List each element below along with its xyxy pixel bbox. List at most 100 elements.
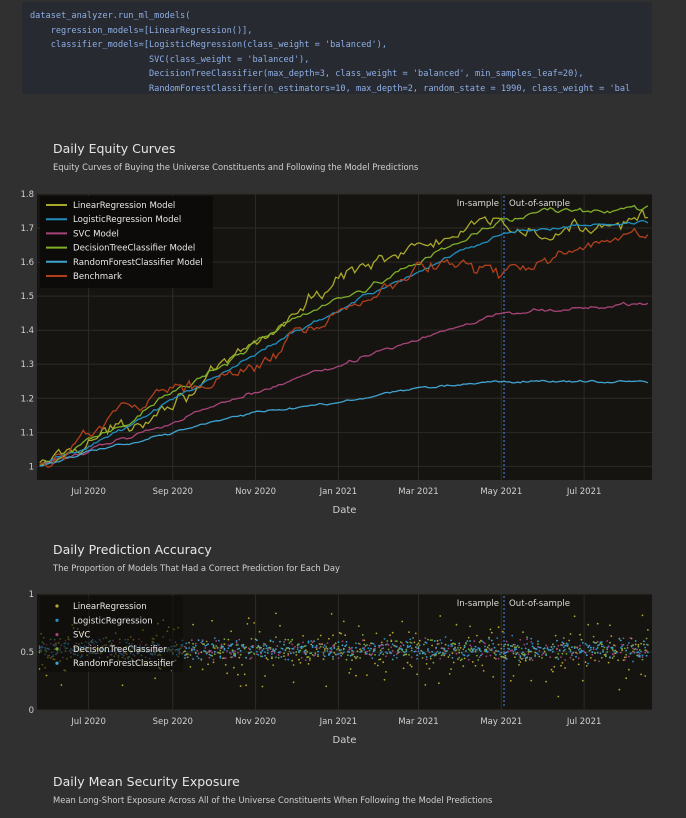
- accuracy-point: [194, 652, 197, 655]
- accuracy-point: [348, 651, 351, 653]
- accuracy-point: [356, 655, 359, 658]
- accuracy-point: [334, 642, 337, 645]
- equity-curves-chart[interactable]: Jul 2020 Sep 2020 Nov 2020 Jan 2021 Mar 2021…: [0, 186, 686, 516]
- accuracy-point: [402, 654, 405, 657]
- accuracy-point: [405, 648, 408, 651]
- accuracy-point: [296, 648, 299, 650]
- accuracy-point: [488, 638, 490, 640]
- accuracy-point: [599, 642, 602, 645]
- accuracy-point: [364, 651, 367, 654]
- accuracy-point: [579, 644, 581, 647]
- accuracy-point: [266, 652, 269, 654]
- x-axis-title: Date: [333, 505, 357, 516]
- legend-swatch: [55, 661, 59, 665]
- prediction-accuracy-chart[interactable]: Jul 2020 Sep 2020 Nov 2020 Jan 2021 Mar 2021…: [0, 588, 686, 748]
- accuracy-point: [321, 643, 323, 646]
- accuracy-point: [190, 649, 193, 652]
- accuracy-point: [628, 668, 630, 671]
- accuracy-point: [465, 650, 467, 652]
- accuracy-point: [303, 650, 306, 652]
- code-line: SVC(class_weight = 'balanced'),: [30, 54, 310, 65]
- accuracy-point: [514, 647, 516, 650]
- accuracy-point: [485, 648, 488, 651]
- accuracy-point: [473, 640, 476, 643]
- accuracy-point: [260, 646, 262, 649]
- accuracy-point: [330, 648, 333, 651]
- accuracy-point: [493, 646, 496, 649]
- accuracy-point: [440, 647, 443, 649]
- accuracy-point: [524, 647, 527, 650]
- accuracy-point: [366, 644, 368, 646]
- accuracy-point: [528, 656, 531, 659]
- accuracy-point: [298, 651, 300, 654]
- accuracy-point: [492, 676, 495, 678]
- accuracy-point: [424, 637, 427, 639]
- accuracy-point: [408, 631, 410, 633]
- accuracy-point: [444, 650, 447, 653]
- accuracy-point: [228, 645, 231, 647]
- accuracy-point: [611, 653, 614, 656]
- accuracy-point: [380, 648, 383, 650]
- legend-entry: RandomForestClassifier Model: [73, 258, 203, 268]
- accuracy-point: [253, 622, 256, 624]
- accuracy-point: [429, 657, 432, 660]
- accuracy-point: [333, 643, 336, 646]
- accuracy-point: [463, 657, 466, 660]
- y-tick-label: 1.6: [20, 258, 34, 268]
- accuracy-point: [260, 651, 262, 653]
- accuracy-point: [488, 644, 490, 647]
- code-line: classifier_models=[LogisticRegression(cl…: [30, 40, 387, 51]
- accuracy-point: [209, 654, 212, 657]
- accuracy-point: [549, 656, 552, 659]
- accuracy-point: [553, 645, 556, 648]
- accuracy-point: [269, 648, 272, 651]
- accuracy-point: [279, 640, 281, 643]
- accuracy-point: [200, 651, 203, 654]
- accuracy-point: [477, 647, 480, 649]
- accuracy-point: [425, 658, 428, 661]
- accuracy-point: [257, 654, 260, 656]
- accuracy-point: [368, 644, 371, 647]
- accuracy-point: [562, 649, 565, 652]
- accuracy-point: [245, 684, 248, 687]
- accuracy-point: [519, 661, 522, 663]
- accuracy-point: [622, 643, 625, 646]
- accuracy-point: [448, 654, 451, 656]
- accuracy-chart-title: Daily Prediction Accuracy: [53, 542, 212, 557]
- accuracy-point: [366, 650, 368, 653]
- accuracy-point: [643, 640, 645, 643]
- accuracy-point: [469, 640, 471, 642]
- accuracy-point: [304, 649, 307, 651]
- accuracy-point: [522, 651, 524, 654]
- accuracy-point: [341, 640, 344, 643]
- accuracy-point: [599, 641, 602, 644]
- accuracy-point: [317, 655, 319, 657]
- accuracy-point: [323, 648, 326, 650]
- accuracy-point: [192, 642, 195, 645]
- accuracy-point: [329, 650, 332, 653]
- accuracy-point: [527, 649, 530, 651]
- accuracy-point: [292, 648, 295, 650]
- accuracy-point: [514, 649, 516, 651]
- accuracy-point: [647, 644, 649, 646]
- accuracy-point: [640, 650, 642, 653]
- accuracy-point: [557, 658, 560, 660]
- accuracy-point: [333, 652, 336, 654]
- accuracy-point: [402, 650, 405, 653]
- accuracy-point: [243, 647, 246, 650]
- accuracy-point: [429, 655, 432, 658]
- accuracy-point: [505, 651, 508, 654]
- accuracy-point: [474, 664, 477, 667]
- accuracy-point: [577, 663, 580, 666]
- accuracy-point: [490, 639, 493, 642]
- accuracy-point: [374, 649, 376, 652]
- accuracy-point: [557, 653, 560, 655]
- accuracy-point: [410, 649, 413, 652]
- accuracy-point: [401, 642, 404, 644]
- code-line: RandomForestClassifier(n_estimators=10, …: [30, 83, 631, 94]
- accuracy-point: [467, 636, 470, 639]
- accuracy-point: [603, 646, 606, 649]
- accuracy-point: [647, 651, 649, 654]
- accuracy-point: [378, 646, 380, 649]
- accuracy-point: [215, 640, 218, 642]
